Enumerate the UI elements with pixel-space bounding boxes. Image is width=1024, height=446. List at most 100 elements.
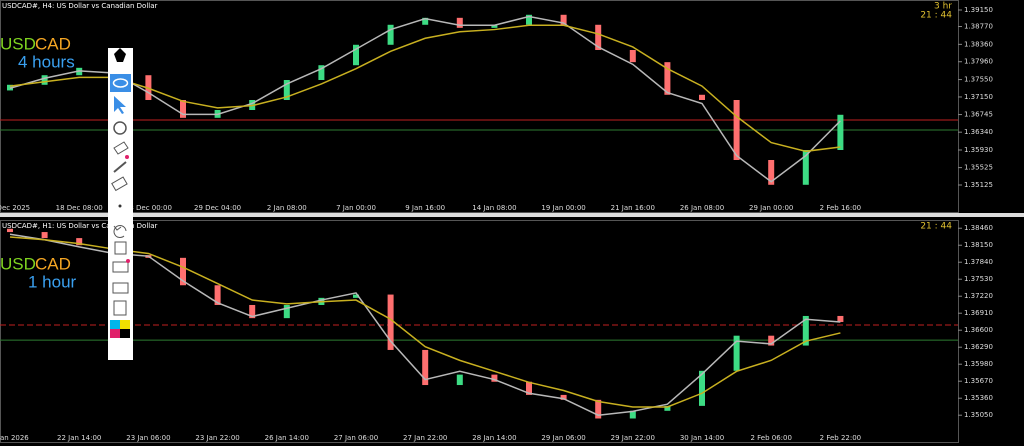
candle: [491, 374, 498, 382]
trash-icon[interactable]: [114, 241, 127, 255]
symbol-quote: CAD: [35, 34, 71, 53]
y-tick-label: 1.36910: [964, 309, 993, 317]
x-tick-label: 14 Jan 08:00: [472, 204, 516, 212]
y-tick-label: 1.36340: [964, 128, 993, 136]
tool-dot: [125, 155, 129, 159]
drawing-toolbar[interactable]: [108, 48, 133, 360]
candle: [629, 50, 636, 63]
candle: [283, 304, 290, 319]
candle: [283, 80, 290, 100]
x-tick-label: 27 Jan 22:00: [403, 434, 447, 442]
x-tick-label: 29 Dec 04:00: [194, 204, 241, 212]
candle: [560, 14, 567, 25]
x-tick-label: 2 Jan 2026: [0, 434, 29, 442]
color-yellow[interactable]: [120, 320, 130, 329]
x-tick-label: 9 Jan 16:00: [405, 204, 445, 212]
x-tick-label: 2 Feb 22:00: [820, 434, 861, 442]
x-tick-label: 28 Jan 14:00: [472, 434, 516, 442]
color-magenta[interactable]: [110, 329, 120, 338]
x-tick-label: 7 Jan 00:00: [336, 204, 376, 212]
candle: [802, 150, 809, 185]
x-tick-label: 29 Jan 00:00: [749, 204, 793, 212]
candle: [456, 374, 463, 386]
candle: [214, 285, 221, 305]
pen-icon[interactable]: [114, 48, 126, 62]
moving-average: [9, 24, 841, 153]
y-tick-label: 1.38360: [964, 40, 993, 48]
y-tick-label: 1.35670: [964, 377, 993, 385]
x-tick-label: 26 Jan 08:00: [680, 204, 724, 212]
candle: [526, 14, 532, 25]
y-tick-label: 1.37220: [964, 292, 993, 300]
x-tick-label: 18 Dec 08:00: [56, 204, 103, 212]
y-tick-label: 1.37960: [964, 58, 993, 66]
candle: [41, 232, 48, 239]
candle: [76, 238, 83, 246]
candle: [560, 394, 567, 400]
moving-average: [9, 15, 841, 183]
timer: 3 hr: [934, 2, 952, 12]
symbol-base: USD: [0, 254, 36, 273]
candle: [318, 65, 325, 80]
eye-icon: [112, 78, 129, 88]
timeframe: 1 hour: [28, 272, 77, 291]
candle: [768, 335, 775, 346]
color-black[interactable]: [120, 329, 130, 338]
x-tick-label: 26 Jan 14:00: [265, 434, 309, 442]
candle: [387, 24, 394, 45]
tool-icon[interactable]: [113, 121, 127, 135]
x-tick-label: 19 Jan 00:00: [541, 204, 585, 212]
timeframe: 4 hours: [18, 52, 75, 71]
x-tick-label: 23 Jan 06:00: [126, 434, 170, 442]
clipboard-icon[interactable]: [113, 300, 127, 316]
candle: [422, 349, 429, 386]
cursor-icon[interactable]: [114, 96, 126, 114]
y-tick-label: 1.35930: [964, 146, 993, 154]
toolbar-eye[interactable]: [110, 74, 131, 92]
candle: [526, 381, 532, 395]
candle: [768, 160, 775, 185]
undo-icon[interactable]: [113, 225, 127, 238]
y-tick-label: 1.37150: [964, 93, 993, 101]
candle: [387, 294, 394, 350]
candle: [733, 100, 740, 160]
candle: [249, 304, 256, 319]
tool-icon[interactable]: [111, 176, 128, 192]
camera-icon[interactable]: [112, 282, 129, 294]
color-cyan[interactable]: [110, 320, 120, 329]
candle: [491, 24, 498, 28]
x-tick-label: 5 Dec 2025: [0, 204, 30, 212]
tool-icon[interactable]: [113, 161, 127, 173]
y-tick-label: 1.39150: [964, 6, 993, 14]
y-tick-label: 1.36290: [964, 343, 993, 351]
candle: [353, 44, 359, 66]
y-tick-label: 1.35525: [964, 164, 993, 172]
tool-icon[interactable]: [118, 204, 122, 208]
candle: [837, 114, 844, 150]
clock: 21 : 44: [920, 222, 952, 232]
x-tick-label: 23 Jan 22:00: [195, 434, 239, 442]
x-tick-label: 29 Jan 06:00: [541, 434, 585, 442]
y-tick-label: 1.36745: [964, 111, 993, 119]
candle: [837, 315, 844, 322]
candle: [664, 62, 671, 95]
candle: [664, 405, 671, 411]
pane-separator: [0, 213, 1024, 217]
x-tick-label: 2 Feb 06:00: [750, 434, 791, 442]
candle: [699, 94, 705, 100]
tool-icon[interactable]: [113, 141, 129, 155]
candle: [733, 335, 740, 371]
pane-frame: [0, 0, 959, 213]
x-tick-label: 27 Jan 06:00: [334, 434, 378, 442]
y-tick-label: 1.38770: [964, 23, 993, 31]
moving-average: [9, 236, 841, 408]
y-tick-label: 1.35050: [964, 411, 993, 419]
symbol-quote: CAD: [35, 254, 71, 273]
tool-dot: [126, 259, 130, 263]
tool-icon[interactable]: [112, 261, 129, 273]
x-tick-label: 29 Jan 22:00: [611, 434, 655, 442]
y-tick-label: 1.36600: [964, 326, 993, 334]
